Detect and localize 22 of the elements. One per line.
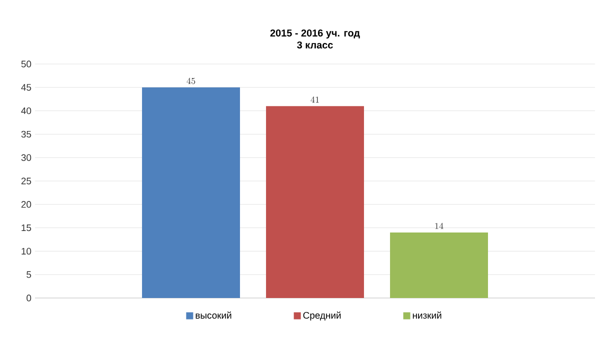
bar: [142, 87, 240, 298]
y-tick-label: 30: [21, 154, 32, 161]
y-tick-label: 15: [22, 224, 32, 232]
legend-label: низкий: [412, 312, 442, 319]
legend-label: высокий: [196, 312, 232, 319]
legend-label: Средний: [303, 312, 341, 321]
y-tick-label: 25: [21, 178, 32, 184]
data-label: 41: [310, 96, 319, 103]
y-tick-label: 40: [21, 107, 32, 114]
bar: [266, 106, 364, 298]
data-label: 45: [186, 78, 196, 84]
y-tick-label: 0: [26, 294, 32, 302]
y-tick-label: 10: [22, 248, 32, 255]
chart-subtitle: 3 класс: [297, 41, 333, 49]
y-tick-label: 5: [26, 271, 32, 278]
y-tick-label: 50: [21, 60, 32, 68]
data-label: 14: [435, 222, 444, 229]
chart-title: 2015 - 2016 уч. год: [270, 29, 360, 38]
y-tick-label: 45: [21, 84, 32, 91]
bar: [390, 232, 488, 298]
y-tick-label: 35: [21, 130, 32, 138]
y-tick-label: 20: [21, 201, 32, 208]
